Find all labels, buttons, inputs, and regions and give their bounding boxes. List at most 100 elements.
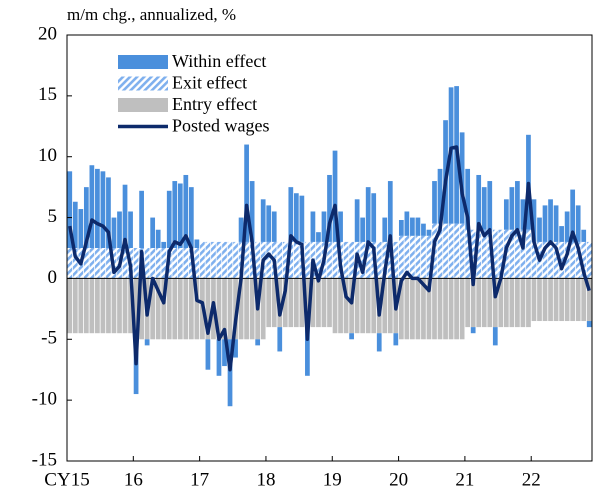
bar-segment [454,223,459,279]
bar-segment [360,278,366,334]
y-axis-label: m/m chg., annualized, % [67,5,236,24]
bar-segment [492,229,498,279]
bar-segment [559,241,564,279]
bar-segment [205,339,211,370]
bar-segment [161,248,167,279]
bar-segment [128,211,133,248]
bar-segment [476,174,482,230]
bar-segment [343,278,349,334]
bar-segment [150,248,156,279]
bar-segment [487,229,493,279]
bar-segment [316,241,321,279]
bar-segment [537,278,542,322]
bar-segment [542,205,548,242]
bar-segment [78,209,84,248]
bar-segment [205,278,211,340]
bar-segment [548,278,553,322]
bar-segment [360,217,366,242]
bar-segment [509,229,515,279]
bar-segment [492,278,498,328]
bar-segment [194,248,200,279]
bar-segment [183,278,189,340]
bar-segment [78,278,84,334]
bar-segment [410,235,415,279]
bar-segment [559,278,564,322]
bar-segment [503,278,509,328]
bar-segment [133,339,139,395]
bar-segment [481,187,487,230]
x-tick-label: 19 [323,469,342,490]
bar-segment [111,278,117,334]
bar-segment [155,248,161,279]
bar-segment [559,226,564,242]
bar-segment [227,339,233,407]
bar-segment [72,278,78,334]
bar-segment [133,248,139,279]
bar-segment [481,229,487,279]
bar-segment [67,278,73,334]
bar-segment [100,278,106,334]
bar-segment [465,278,471,328]
bar-segment [581,229,587,242]
bar-segment [293,193,299,242]
bar-segment [327,174,332,242]
bar-segment [95,278,100,334]
bar-segment [332,278,338,334]
bar-segment [531,278,537,322]
bar-segment [172,278,178,340]
bar-segment [575,278,581,322]
bar-segment [520,199,526,230]
bar-segment [316,232,321,242]
bar-segment [487,181,493,230]
bar-segment [581,241,587,279]
bar-segment [194,278,200,340]
bar-segment [310,278,316,328]
bar-segment [89,165,95,248]
bar-segment [415,278,421,340]
bar-segment [503,199,509,230]
legend-label: Within effect [172,51,266,71]
bar-segment [548,241,553,279]
bar-segment [376,333,382,352]
bar-segment [542,278,548,322]
bar-segment [382,217,388,242]
bar-segment [586,241,592,279]
bar-segment [249,181,255,242]
bar-segment [150,217,156,248]
bar-segment [277,241,283,279]
bar-segment [393,333,399,346]
bar-segment [470,229,476,279]
bar-segment [553,205,559,242]
bar-segment [481,278,487,328]
bar-segment [288,241,294,279]
bar-segment [83,278,89,334]
bar-segment [426,229,432,236]
legend-swatch [118,98,168,112]
bar-segment [211,241,216,279]
bar-segment [564,278,570,322]
bar-segment [531,241,537,279]
bar-segment [553,278,559,322]
bar-segment [139,278,144,340]
bar-segment [404,235,410,279]
bar-segment [238,278,244,340]
bar-segment [349,333,354,340]
bar-segment [338,211,343,242]
bar-segment [233,241,238,279]
bar-segment [299,195,305,242]
bar-segment [498,278,504,328]
bar-segment [266,278,272,328]
bar-segment [260,199,266,242]
bar-segment [432,181,437,224]
y-tick-label: -5 [41,328,57,349]
bar-segment [448,223,454,279]
bar-segment [437,278,443,340]
bar-segment [398,235,404,279]
bar-segment [106,278,111,334]
bar-segment [470,327,476,334]
bar-segment [172,248,178,279]
bar-segment [410,217,415,236]
y-tick-label: 0 [48,267,58,288]
bar-segment [382,241,388,279]
